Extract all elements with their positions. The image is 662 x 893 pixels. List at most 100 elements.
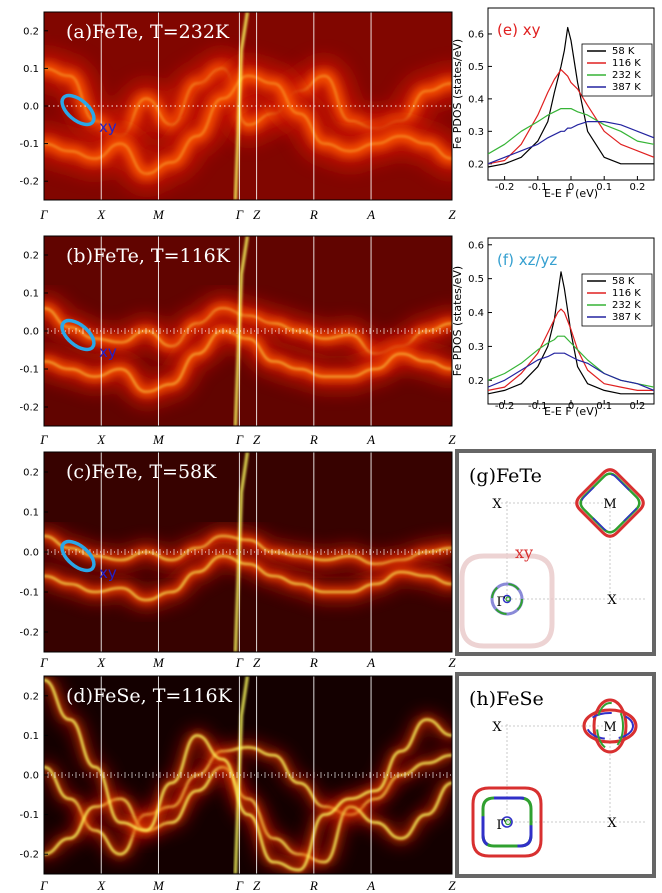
- y-tick-label: 0.0: [23, 327, 39, 338]
- heatmap-spectral-weight: [44, 236, 452, 426]
- x-tick-label: -0.1: [528, 182, 548, 193]
- y-tick-label: -0.2: [19, 628, 39, 639]
- y-tick-label: 0.4: [468, 308, 484, 319]
- y-tick-label: 0.6: [468, 240, 484, 251]
- heatmap-spectral-weight: [44, 12, 452, 200]
- legend-label: 58 K: [612, 276, 635, 287]
- y-tick-label: 0.0: [23, 102, 39, 113]
- fs-ring-red: [575, 468, 645, 538]
- fs-point-label: M: [603, 497, 616, 512]
- fs-point-label: X: [607, 816, 617, 831]
- k-path-label: Γ: [235, 655, 244, 670]
- y-tick-label: 0.2: [23, 251, 39, 262]
- k-path-label: Z: [448, 432, 456, 447]
- k-path-label: Γ: [39, 878, 48, 893]
- y-axis-label: Fe PDOS (states/eV): [451, 39, 464, 149]
- fs-gamma-inner-green: [505, 596, 511, 602]
- pdos-series-group: [488, 271, 654, 395]
- fs-gamma-outer-red: [471, 786, 543, 858]
- legend-label: 116 K: [612, 58, 641, 69]
- y-tick-label: -0.1: [19, 365, 39, 376]
- k-path-label: Γ: [235, 432, 244, 447]
- y-tick-label: 0.4: [468, 94, 484, 105]
- k-path-label: Γ: [39, 655, 48, 670]
- gamma-steep-band: [233, 12, 249, 200]
- y-tick-label: 0.2: [23, 468, 39, 479]
- legend-label: 116 K: [612, 288, 641, 299]
- legend-label: 387 K: [612, 312, 641, 323]
- band-core: [44, 534, 452, 566]
- panel-title: (d)FeSe, T=116K: [66, 685, 233, 707]
- pdos-line-116K: [488, 308, 654, 391]
- k-path-label: Z: [448, 655, 456, 670]
- y-tick-label: -0.2: [19, 177, 39, 188]
- k-path-label: A: [366, 878, 375, 893]
- k-path-label: Γ: [39, 207, 48, 222]
- k-path-label: X: [96, 207, 106, 222]
- heatmap-panel-a: 0.20.10.0-0.1-0.2Γ X M Γ Z R A Z(a)FeTe, T=232K…: [19, 11, 456, 222]
- fs-point-label: X: [607, 593, 617, 608]
- legend-label: 387 K: [612, 82, 641, 93]
- y-tick-label: 0.2: [23, 691, 39, 702]
- k-path-label: Z: [448, 207, 456, 222]
- k-path-label: A: [366, 207, 375, 222]
- y-tick-label: 0.1: [23, 289, 39, 300]
- k-path-label: R: [309, 207, 318, 222]
- pdos-line-387K: [488, 121, 654, 165]
- k-path-label: Z: [253, 207, 261, 222]
- y-tick-label: 0.1: [23, 64, 39, 75]
- fermi-surface-panel-g: xy X M Γ X (g)FeTe: [455, 449, 656, 656]
- k-path-label: M: [152, 432, 165, 447]
- x-axis-label: E-E F (eV): [544, 405, 598, 418]
- x-tick-label: 0: [568, 401, 574, 412]
- heatmap-panel-b: 0.20.10.0-0.1-0.2Γ X M Γ Z R A Z(b)FeTe, T=116K…: [19, 235, 456, 447]
- y-tick-label: 0.1: [23, 508, 39, 519]
- k-path-label: Z: [253, 432, 261, 447]
- y-tick-label: 0.5: [468, 274, 484, 285]
- band-core: [44, 746, 452, 856]
- xy-annotation: xy: [99, 343, 117, 361]
- y-tick-label: -0.1: [19, 588, 39, 599]
- k-path-label: M: [152, 655, 165, 670]
- k-path-label: A: [366, 655, 375, 670]
- y-tick-label: 0.2: [468, 376, 484, 387]
- legend-label: 58 K: [612, 46, 635, 57]
- x-tick-label: 0.2: [629, 182, 645, 193]
- y-tick-label: 0.2: [468, 159, 484, 170]
- fs-ellipse-red-h: [582, 708, 638, 744]
- heatmap-panel-c: 0.20.10.0-0.1-0.2Γ X M Γ Z R A Z(c)FeTe, T=58Kx…: [19, 451, 456, 670]
- pdos-line-58K: [488, 271, 654, 395]
- legend-label: 232 K: [612, 300, 641, 311]
- fs-ring-blue: [580, 473, 640, 533]
- fs-point-label: Γ: [496, 595, 505, 610]
- heatmap-panel-d: 0.20.10.0-0.1-0.2Γ X M Γ Z R A Z(d)FeSe, T=116K: [19, 675, 456, 893]
- x-tick-label: -0.2: [495, 401, 515, 412]
- k-path-label: R: [309, 655, 318, 670]
- y-tick-label: 0.1: [23, 731, 39, 742]
- y-tick-label: 0.0: [23, 548, 39, 559]
- xy-ellipse-marker: [60, 318, 96, 352]
- x-tick-label: 0: [568, 182, 574, 193]
- y-tick-label: 0.5: [468, 62, 484, 73]
- fs-point-label: X: [492, 497, 502, 512]
- pdos-line-387K: [488, 352, 654, 391]
- fs-xy-faint-pocket: [459, 553, 555, 649]
- fs-ellipse-green: [596, 702, 624, 750]
- pdos-line-232K: [488, 108, 654, 155]
- k-path-label: M: [152, 207, 165, 222]
- x-tick-label: 0.1: [596, 182, 612, 193]
- fs-gamma-outer-green: [491, 583, 523, 615]
- heatmap-spectral-weight: [44, 452, 452, 652]
- k-path-label: X: [96, 432, 106, 447]
- k-path-label: R: [309, 432, 318, 447]
- k-path-label: X: [96, 655, 106, 670]
- gamma-steep-band: [233, 452, 249, 652]
- gamma-steep-band: [233, 676, 249, 874]
- fs-frame: [455, 449, 656, 656]
- y-tick-label: 0.3: [468, 127, 484, 138]
- x-axis-label: E-E F (eV): [544, 187, 598, 200]
- fs-m-pocket: [575, 468, 645, 538]
